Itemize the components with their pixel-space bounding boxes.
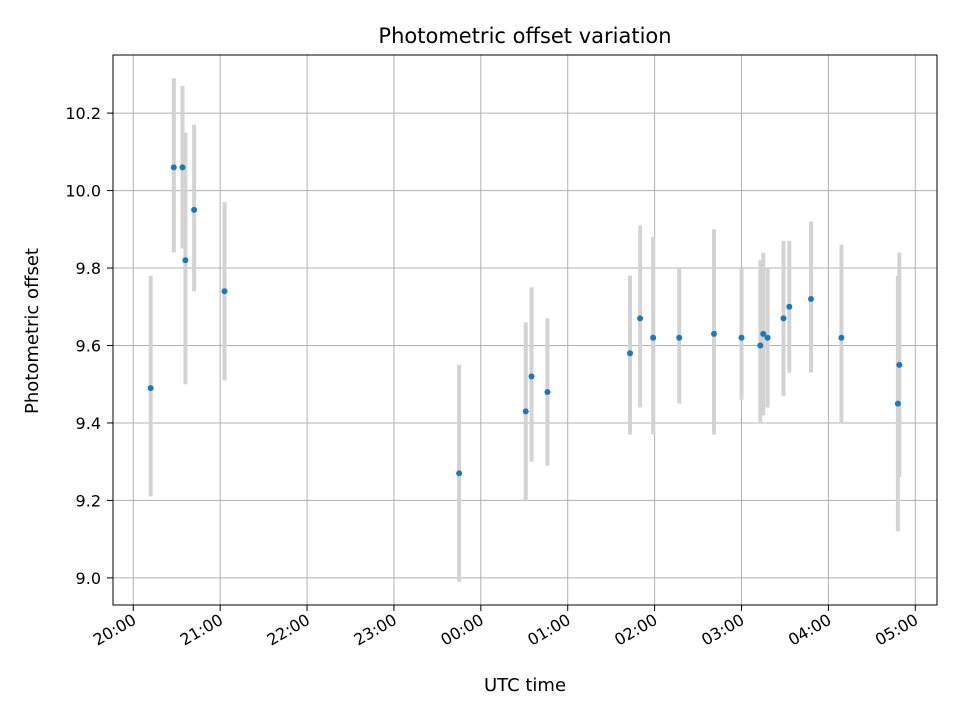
data-point bbox=[528, 373, 535, 380]
data-point bbox=[191, 206, 198, 213]
data-point bbox=[757, 342, 764, 349]
data-point bbox=[838, 334, 845, 341]
y-tick-label: 9.2 bbox=[76, 491, 101, 510]
y-tick-label: 9.4 bbox=[76, 414, 101, 433]
data-point bbox=[626, 350, 633, 357]
y-tick-label: 10.0 bbox=[65, 182, 101, 201]
data-point bbox=[147, 385, 154, 392]
y-tick-label: 9.0 bbox=[76, 569, 101, 588]
data-point bbox=[896, 361, 903, 368]
data-point bbox=[179, 164, 186, 171]
data-point bbox=[522, 408, 529, 415]
data-point bbox=[182, 257, 189, 264]
data-point bbox=[894, 400, 901, 407]
data-point bbox=[676, 334, 683, 341]
y-axis-ticks: 9.0 9.2 9.4 9.6 9.8 10.0 10.2 bbox=[65, 104, 113, 588]
y-tick-label: 10.2 bbox=[65, 104, 101, 123]
y-tick-label: 9.8 bbox=[76, 259, 101, 278]
data-point bbox=[221, 288, 228, 295]
data-point bbox=[650, 334, 657, 341]
data-point bbox=[808, 296, 815, 303]
data-point bbox=[170, 164, 177, 171]
y-tick-label: 9.6 bbox=[76, 336, 101, 355]
data-points bbox=[147, 164, 903, 477]
x-axis-label: UTC time bbox=[484, 675, 566, 696]
plot-frame bbox=[112, 54, 938, 606]
chart-title: Photometric offset variation bbox=[378, 24, 671, 48]
data-point bbox=[786, 303, 793, 310]
data-point bbox=[764, 334, 771, 341]
data-point bbox=[710, 330, 717, 337]
data-point bbox=[637, 315, 644, 322]
y-axis-label: Photometric offset bbox=[22, 248, 43, 414]
data-point bbox=[456, 470, 463, 477]
data-point bbox=[760, 330, 767, 337]
data-point bbox=[780, 315, 787, 322]
data-point bbox=[738, 334, 745, 341]
data-point bbox=[544, 388, 551, 395]
